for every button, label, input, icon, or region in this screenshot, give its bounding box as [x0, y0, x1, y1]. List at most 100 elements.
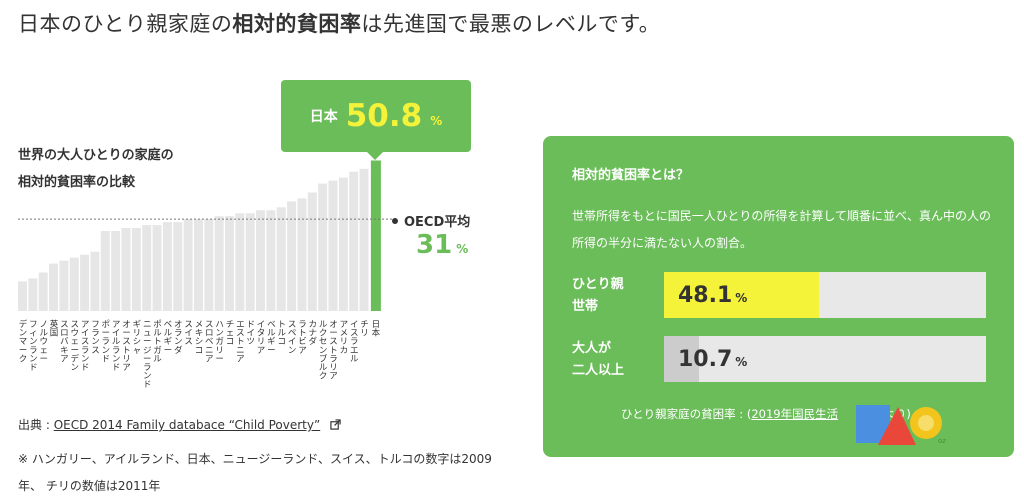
bar-英国 — [49, 263, 59, 311]
bar-フランス — [90, 251, 100, 311]
callout-label: 日本 — [309, 109, 338, 125]
bar-ノルウェー — [38, 272, 48, 311]
panel-footer: ひとり親家庭の貧困率 : (2019年国民生活 果より) — [621, 406, 911, 422]
bar-ポルトガル — [152, 225, 162, 311]
logo-badge-icon: oz — [856, 405, 946, 445]
bar-エストニア — [235, 213, 245, 311]
rate-label: ひとり親 世帯 — [572, 272, 662, 320]
rate-value-unit: % — [735, 291, 748, 305]
oecd-label-text: OECD平均 — [404, 215, 471, 230]
footer-prefix: ひとり親家庭の貧困率 : ( — [621, 407, 752, 421]
rate-label-line: 世帯 — [572, 299, 599, 314]
tick-label: ポーランド — [102, 320, 111, 364]
rate-label: 大人が 二人以上 — [572, 336, 662, 384]
chart-title-line: 相対的貧困率の比較 — [18, 175, 136, 190]
bar-メキシコ — [193, 219, 203, 311]
tick-label: スロバキア — [60, 320, 69, 364]
tick-label: メキシコ — [195, 320, 204, 356]
tick-label: ルクセンブルク — [319, 320, 328, 382]
panel-description: 世帯所得をもとに国民一人ひとりの所得を計算して順番に並べ、真ん中の人の所得の半分… — [572, 209, 992, 250]
tick-label: スイス — [184, 320, 193, 347]
rate-value-number: 48.1 — [678, 282, 733, 308]
tick-label: ギリシャ — [133, 320, 142, 356]
bar-日本 — [370, 160, 381, 311]
bar-ニュージーランド — [142, 225, 152, 311]
chart-title-line: 世界の大人ひとりの家庭の — [18, 148, 174, 163]
bar-カナダ — [307, 192, 317, 311]
rate-value: 48.1% — [678, 272, 747, 318]
tick-label: ハンガリー — [215, 320, 224, 364]
rate-value-unit: % — [735, 355, 748, 369]
tick-label: オーストリア — [122, 320, 131, 373]
bar-トルコ — [276, 207, 286, 311]
external-link-icon[interactable] — [330, 419, 341, 430]
svg-text:oz: oz — [938, 437, 946, 445]
tick-label: イスラエル — [350, 320, 359, 364]
bar-スウェーデン — [69, 257, 79, 311]
tick-label: 日本 — [372, 320, 381, 339]
tick-label: フィンランド — [29, 320, 38, 373]
definition-panel: 相対的貧困率とは？ 世帯所得をもとに国民一人ひとりの所得を計算して順番に並べ、真… — [543, 136, 1014, 457]
rate-label-line: ひとり親 — [572, 277, 624, 292]
tick-label: スペイン — [288, 320, 297, 356]
oecd-average-label: OECD平均 — [392, 211, 470, 230]
bar-ルクセンブルク — [318, 183, 328, 311]
tick-label: フランス — [91, 320, 100, 356]
oecd-value-unit: % — [456, 242, 469, 256]
source-prefix: 出典 : — [18, 418, 54, 432]
tick-label: ベルギー — [164, 320, 173, 356]
tick-label: チリ — [360, 320, 369, 339]
oecd-average-value: 31% — [416, 230, 468, 260]
bar-イスラエル — [349, 171, 359, 311]
data-note: ※ ハンガリー、アイルランド、日本、ニュージーランド、スイス、トルコの数字は20… — [18, 452, 492, 493]
tick-label: カナダ — [309, 320, 318, 347]
poverty-bar-chart: デンマークフィンランドノルウェー英国スロバキアスウェーデンアイスランドフランスポ… — [18, 160, 395, 390]
panel-title: 相対的貧困率とは？ — [572, 168, 690, 183]
tick-label: エストニア — [236, 320, 245, 364]
bar-アメリカ — [338, 177, 348, 311]
headline-prefix: 日本のひとり親家庭の — [18, 12, 233, 36]
chart-title: 世界の大人ひとりの家庭の 相対的貧困率の比較 — [18, 142, 174, 196]
tick-label: オランダ — [174, 320, 183, 356]
tick-label: ベルギー — [267, 320, 276, 356]
tick-label: トルコ — [277, 320, 286, 347]
bar-アイルランド — [111, 231, 121, 311]
tick-label: ノルウェー — [39, 320, 48, 364]
rate-value-number: 10.7 — [678, 346, 733, 372]
bar-フィンランド — [28, 278, 38, 311]
tick-label: ニュージーランド — [143, 320, 152, 390]
callout-unit: % — [430, 114, 443, 128]
bar-オーストリア — [121, 228, 131, 311]
bar-ベルギー — [266, 210, 276, 311]
bar-ギリシャ — [131, 228, 141, 311]
bar-ドイツ — [245, 213, 255, 311]
headline-emphasis: 相対的貧困率 — [232, 12, 362, 36]
rate-label-line: 大人が — [572, 341, 612, 356]
bar-ラトビア — [297, 198, 307, 311]
bar-ハンガリー — [214, 216, 224, 311]
bar-オーストラリア — [328, 180, 338, 311]
rate-value: 10.7% — [678, 336, 747, 382]
bar-チリ — [359, 168, 369, 311]
rate-row-single-parent: ひとり親 世帯 48.1% — [572, 272, 992, 320]
source-link[interactable]: OECD 2014 Family databace “Child Poverty… — [53, 418, 321, 432]
tick-label: スウェーデン — [70, 320, 79, 373]
rate-row-two-adults: 大人が 二人以上 10.7% — [572, 336, 992, 384]
bar-スイス — [183, 219, 193, 311]
tick-label: ラトビア — [298, 320, 307, 356]
bar-アイスランド — [80, 254, 90, 311]
rate-label-line: 二人以上 — [572, 363, 625, 378]
tick-label: ドイツ — [246, 320, 255, 347]
bar-イタリア — [256, 210, 266, 311]
bar-スロベニア — [204, 219, 214, 311]
footer-link[interactable]: 2019年国民生活 — [751, 407, 839, 421]
tick-label: オーストラリア — [329, 320, 338, 382]
tick-label: スロベニア — [205, 320, 214, 364]
page-headline: 日本のひとり親家庭の相対的貧困率は先進国で最悪のレベルです。 — [18, 8, 660, 38]
bar-オランダ — [173, 222, 183, 311]
tick-label: アメリカ — [340, 320, 349, 356]
source-line: 出典 : OECD 2014 Family databace “Child Po… — [18, 416, 341, 433]
tick-label: チェコ — [226, 320, 235, 347]
tick-label: ポルトガル — [153, 320, 162, 364]
tick-label: アイルランド — [112, 320, 121, 373]
